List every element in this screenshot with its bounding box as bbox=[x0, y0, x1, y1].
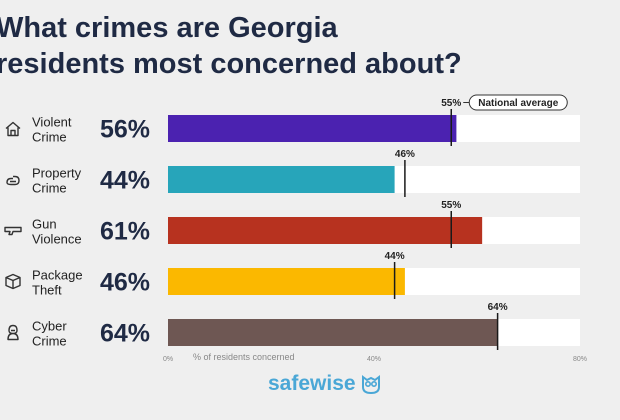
brand-name: safewise bbox=[268, 372, 356, 395]
bar bbox=[168, 217, 483, 244]
national-average-value: 55% bbox=[441, 200, 461, 211]
category-label-line-2: Crime bbox=[32, 181, 67, 196]
gun-icon bbox=[4, 226, 22, 236]
link-icon bbox=[6, 175, 20, 186]
package-icon bbox=[5, 273, 21, 290]
chart-title: What crimes are Georgia residents most c… bbox=[0, 10, 620, 82]
chart-title-line-2: residents most concerned about? bbox=[0, 48, 462, 80]
value-label: 46% bbox=[100, 269, 150, 297]
category-label-line-1: Gun bbox=[32, 217, 57, 232]
category-label-line-1: Package bbox=[32, 268, 83, 283]
category-label-line-1: Cyber bbox=[32, 319, 67, 334]
safewise-logo: safewise bbox=[268, 372, 382, 396]
national-average-value: 44% bbox=[385, 251, 405, 262]
value-label: 44% bbox=[100, 167, 150, 195]
value-label: 61% bbox=[100, 218, 150, 246]
x-tick-label: 80% bbox=[573, 356, 587, 363]
bar bbox=[168, 115, 457, 142]
owl-icon bbox=[361, 375, 380, 395]
national-average-legend-label: National average bbox=[478, 98, 558, 109]
category-label-line-2: Theft bbox=[32, 283, 62, 298]
category-label-line-2: Crime bbox=[32, 334, 67, 349]
x-tick-label: 0% bbox=[163, 356, 173, 363]
national-average-pill bbox=[468, 94, 568, 111]
category-label-line-2: Violence bbox=[32, 232, 82, 247]
chart-title-line-1: What crimes are Georgia bbox=[0, 12, 338, 44]
national-average-value: 64% bbox=[488, 302, 508, 313]
national-average-value: 46% bbox=[395, 149, 415, 160]
value-label: 64% bbox=[100, 320, 150, 348]
national-average-value: 55% bbox=[441, 98, 461, 109]
bar bbox=[168, 319, 498, 346]
house-icon bbox=[5, 121, 21, 137]
hacker-icon bbox=[7, 324, 19, 341]
bar bbox=[168, 166, 395, 193]
value-label: 56% bbox=[100, 116, 150, 144]
x-axis-label: % of residents concerned bbox=[193, 352, 295, 362]
category-label-line-2: Crime bbox=[32, 130, 67, 145]
x-tick-label: 40% bbox=[367, 356, 381, 363]
category-label-line-1: Property bbox=[32, 166, 82, 181]
category-label-line-1: Violent bbox=[32, 115, 72, 130]
bar bbox=[168, 268, 405, 295]
